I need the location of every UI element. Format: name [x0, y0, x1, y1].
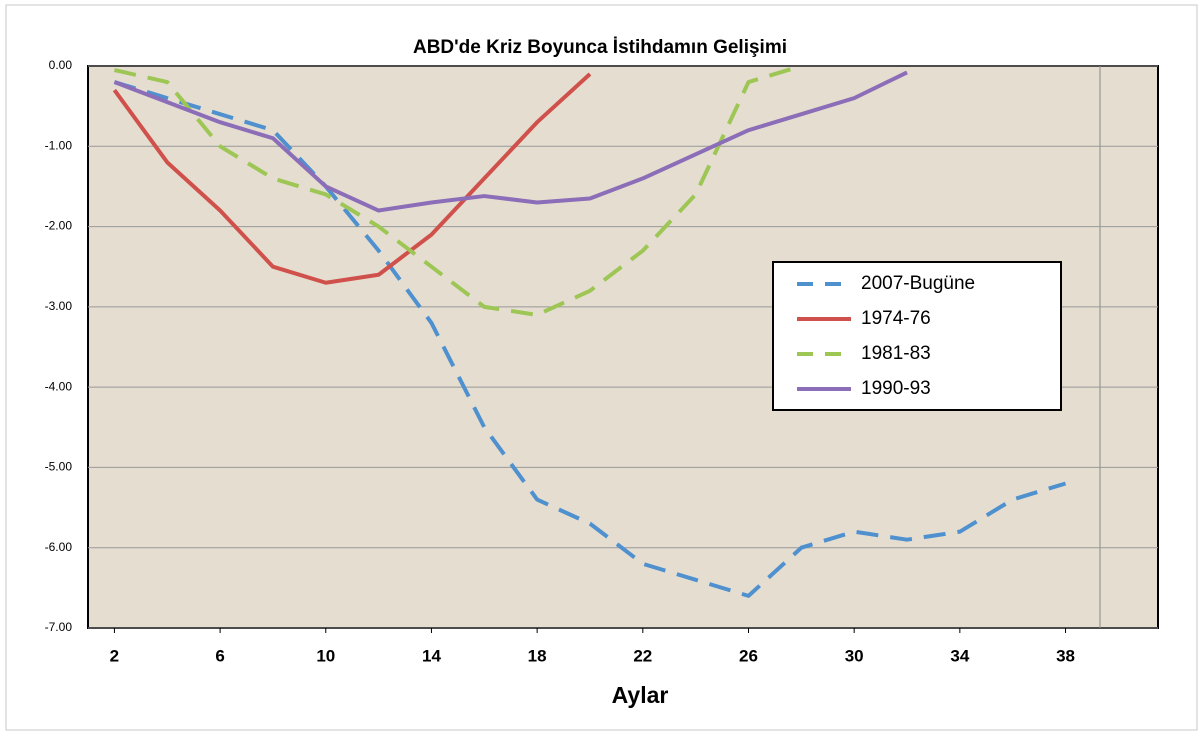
legend-label: 1981-83	[861, 343, 931, 364]
chart-title: ABD'de Kriz Boyunca İstihdamın Gelişimi	[413, 37, 787, 58]
legend-box	[772, 261, 1062, 411]
legend-label: 2007-Bugüne	[861, 273, 975, 294]
x-tick-label: 38	[1056, 646, 1075, 665]
series-line	[113, 80, 1067, 598]
y-tick-label: -2.00	[45, 219, 73, 233]
x-tick-label: 30	[845, 646, 864, 665]
x-tick-label: 18	[528, 646, 547, 665]
series-line	[113, 64, 802, 317]
x-tick-label: 6	[215, 646, 224, 665]
x-tick-label: 10	[316, 646, 335, 665]
x-axis-label: Aylar	[612, 682, 669, 708]
legend-label: 1974-76	[861, 308, 931, 329]
series-line	[113, 70, 908, 213]
x-tick-label: 34	[950, 646, 969, 665]
y-tick-label: -6.00	[45, 540, 73, 554]
y-tick-label: -4.00	[45, 379, 73, 393]
y-tick-label: -3.00	[45, 299, 73, 313]
series-line	[112, 72, 592, 285]
y-tick-label: -7.00	[45, 620, 73, 634]
x-tick-label: 14	[422, 646, 441, 665]
x-tick-label: 22	[633, 646, 652, 665]
y-tick-label: -1.00	[45, 138, 73, 152]
x-tick-label: 2	[110, 646, 119, 665]
y-tick-label: -5.00	[45, 460, 73, 474]
x-tick-label: 26	[739, 646, 758, 665]
legend-label: 1990-93	[861, 378, 931, 399]
y-tick-label: 0.00	[49, 58, 73, 72]
